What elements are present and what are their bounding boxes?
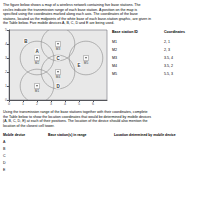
- svg-text:D: D: [56, 84, 60, 89]
- svg-text:stations, located as the midpo: stations, located as the midpoints of th…: [3, 17, 151, 21]
- svg-text:M1: M1: [35, 89, 40, 93]
- svg-text:circles indicate the transmiss: circles indicate the transmission range …: [3, 8, 137, 12]
- svg-text:M4: M4: [112, 64, 117, 68]
- svg-text:M2: M2: [112, 48, 117, 52]
- svg-text:1: 1: [22, 102, 24, 106]
- svg-text:4: 4: [64, 102, 66, 106]
- svg-text:M4: M4: [56, 75, 61, 79]
- svg-text:Mobile device: Mobile device: [3, 133, 25, 137]
- svg-text:C: C: [56, 56, 60, 61]
- svg-text:A: A: [3, 140, 6, 144]
- svg-text:location of the closest cell t: location of the closest cell tower.: [3, 124, 55, 128]
- svg-text:2: 2: [5, 70, 7, 74]
- svg-text:E: E: [3, 168, 6, 172]
- svg-text:Base station ID: Base station ID: [112, 30, 138, 34]
- svg-text:0: 0: [5, 98, 7, 102]
- svg-text:(A, B, C, D, E) at each of the: (A, B, C, D, E) at each of their positio…: [3, 119, 148, 123]
- svg-text:5: 5: [78, 102, 80, 106]
- svg-text:3: 3: [50, 102, 52, 106]
- svg-text:the Table below. Five mobile d: the Table below. Five mobile devices A, …: [3, 21, 114, 25]
- svg-text:B: B: [3, 147, 6, 151]
- svg-text:2, 1: 2, 1: [164, 40, 170, 44]
- svg-text:3.5, 2: 3.5, 2: [164, 64, 173, 68]
- svg-text:2, 3: 2, 3: [164, 48, 170, 52]
- svg-text:Location determined by mobile: Location determined by mobile device: [114, 133, 176, 137]
- svg-text:M2: M2: [35, 61, 40, 65]
- svg-text:6: 6: [92, 102, 94, 106]
- svg-text:Base station(s) in range: Base station(s) in range: [48, 133, 87, 137]
- svg-text:Using the transmission range o: Using the transmission range of the base…: [3, 110, 147, 114]
- svg-text:The figure below shows a map o: The figure below shows a map of a wirele…: [3, 3, 141, 7]
- svg-text:0: 0: [8, 102, 10, 106]
- svg-text:2: 2: [36, 102, 38, 106]
- svg-text:3.5, 4: 3.5, 4: [164, 56, 173, 60]
- svg-text:E: E: [77, 63, 80, 68]
- svg-text:M5: M5: [112, 72, 117, 76]
- svg-text:D: D: [3, 161, 6, 165]
- svg-text:M3: M3: [56, 47, 61, 51]
- svg-text:3: 3: [5, 56, 7, 60]
- svg-text:the Table below to show the lo: the Table below to show the location coo…: [3, 115, 151, 119]
- svg-text:A: A: [35, 49, 39, 54]
- svg-text:5.5, 3: 5.5, 3: [164, 72, 173, 76]
- svg-text:Coordinates: Coordinates: [164, 30, 185, 34]
- svg-text:5: 5: [5, 28, 7, 32]
- svg-text:B: B: [24, 39, 28, 44]
- svg-text:4: 4: [5, 42, 7, 46]
- svg-text:specified using the coordinate: specified using the coordinates marked a…: [3, 12, 138, 16]
- svg-text:M5: M5: [84, 61, 89, 65]
- svg-text:M3: M3: [112, 56, 117, 60]
- svg-text:1: 1: [5, 84, 7, 88]
- svg-text:C: C: [3, 154, 6, 158]
- svg-text:M1: M1: [112, 40, 117, 44]
